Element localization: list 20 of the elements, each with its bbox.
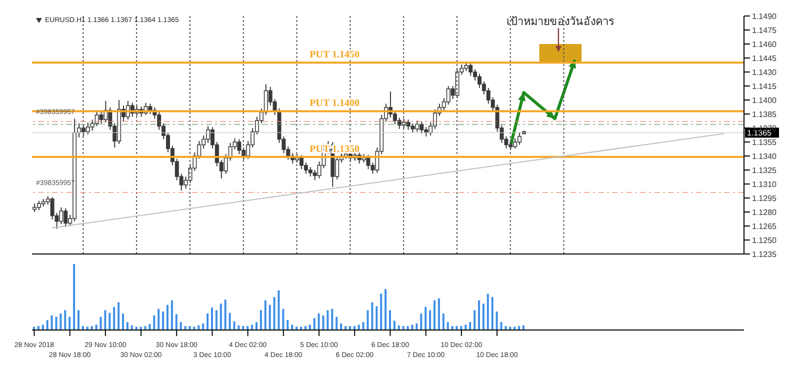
y-tick-label: 1.1415 [752, 82, 778, 91]
y-tick-label: 1.1265 [752, 222, 778, 231]
ref-line-label: PUT 1.1400 [310, 98, 360, 110]
y-tick-label: 1.1475 [752, 26, 778, 35]
y-tick-label: 1.1445 [752, 54, 778, 63]
y-tick-label: 1.1340 [752, 152, 778, 161]
y-tick-label: 1.1295 [752, 194, 778, 203]
y-tick-label: 1.1400 [752, 96, 778, 105]
y-tick-label: 1.1385 [752, 110, 778, 119]
y-tick-label: 1.1310 [752, 180, 778, 189]
y-tick-label: 1.1355 [752, 138, 778, 147]
y-tick-label: 1.1460 [752, 40, 778, 49]
y-tick-label: 1.1430 [752, 68, 778, 77]
y-tick-label: 1.1325 [752, 166, 778, 175]
annotation: เป้าหมายของวันอังคาร [505, 14, 616, 30]
y-tick-label: 1.1280 [752, 208, 778, 217]
y-tick-label: 1.1490 [752, 12, 778, 21]
y-tick-label: 1.1250 [752, 236, 778, 245]
ref-line-label: PUT 1.1450 [310, 50, 360, 61]
y-tick-label: 1.1235 [752, 250, 778, 259]
